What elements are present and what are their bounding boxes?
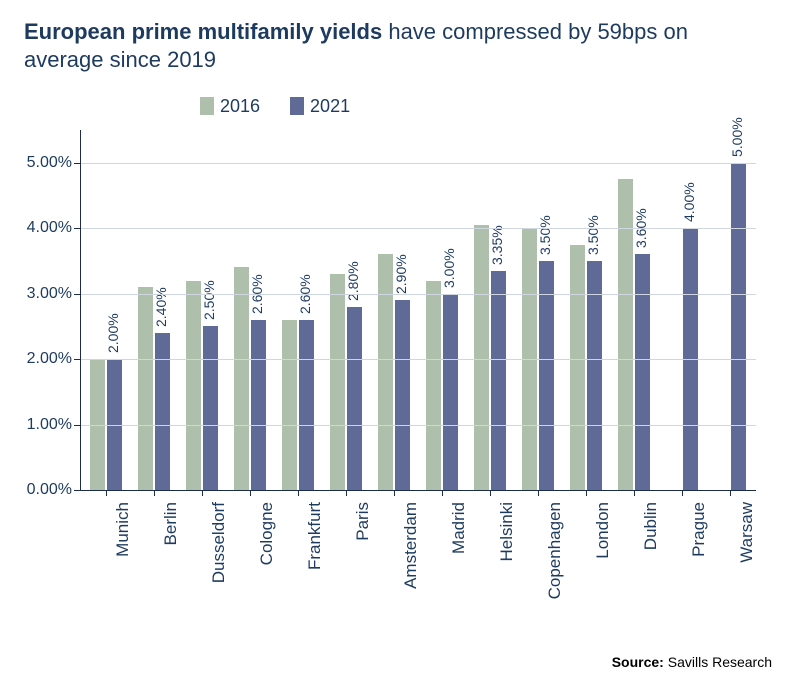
- chart-plot-area: 2.00%2.40%2.50%2.60%2.60%2.80%2.90%3.00%…: [80, 130, 756, 490]
- x-tick: [298, 490, 299, 496]
- x-tick: [634, 490, 635, 496]
- bar: [282, 320, 297, 490]
- x-tick: [682, 490, 683, 496]
- x-tick: [490, 490, 491, 496]
- x-tick: [586, 490, 587, 496]
- bar: [234, 267, 249, 490]
- y-tick-label: 0.00%: [4, 481, 72, 499]
- bar: [186, 281, 201, 490]
- legend-label: 2021: [310, 96, 350, 116]
- bar: [299, 320, 314, 490]
- x-tick: [538, 490, 539, 496]
- x-axis: [80, 490, 756, 491]
- gridline: [80, 294, 756, 295]
- bar: [378, 254, 393, 490]
- bar-value-label: 3.35%: [489, 225, 505, 265]
- x-tick-label: Cologne: [257, 502, 277, 565]
- y-axis: [80, 130, 81, 490]
- bar: [618, 179, 633, 490]
- bar: [203, 326, 218, 490]
- y-tick-label: 1.00%: [4, 416, 72, 434]
- x-tick: [730, 490, 731, 496]
- x-tick-label: Prague: [689, 502, 709, 557]
- bar-value-label: 3.50%: [585, 215, 601, 255]
- legend: 2016 2021: [200, 96, 380, 117]
- bar-value-label: 2.90%: [393, 254, 409, 294]
- x-tick-label: Munich: [113, 502, 133, 557]
- bar: [155, 333, 170, 490]
- bar: [443, 294, 458, 490]
- x-tick-label: Madrid: [449, 502, 469, 554]
- x-tick-label: Copenhagen: [545, 502, 565, 599]
- legend-item: 2021: [290, 96, 350, 117]
- x-tick-label: Dublin: [641, 502, 661, 550]
- x-tick: [202, 490, 203, 496]
- x-tick: [250, 490, 251, 496]
- source-attribution: Source: Savills Research: [612, 654, 772, 670]
- x-tick-label: London: [593, 502, 613, 559]
- chart-title: European prime multifamily yields have c…: [24, 18, 772, 73]
- y-tick-label: 3.00%: [4, 285, 72, 303]
- x-tick-label: Warsaw: [737, 502, 757, 563]
- legend-swatch: [290, 97, 304, 115]
- legend-item: 2016: [200, 96, 260, 117]
- x-tick-label: Frankfurt: [305, 502, 325, 570]
- title-bold: European prime multifamily yields: [24, 19, 382, 44]
- bar-value-label: 2.80%: [345, 261, 361, 301]
- bar-value-label: 2.00%: [105, 313, 121, 353]
- legend-swatch: [200, 97, 214, 115]
- x-tick-label: Berlin: [161, 502, 181, 545]
- chart-figure: European prime multifamily yields have c…: [0, 0, 796, 684]
- bars-layer: 2.00%2.40%2.50%2.60%2.60%2.80%2.90%3.00%…: [80, 130, 756, 490]
- bar-value-label: 2.50%: [201, 281, 217, 321]
- y-tick-label: 4.00%: [4, 219, 72, 237]
- gridline: [80, 425, 756, 426]
- x-tick: [442, 490, 443, 496]
- bar: [587, 261, 602, 490]
- bar-value-label: 3.50%: [537, 215, 553, 255]
- x-tick-label: Paris: [353, 502, 373, 541]
- x-tick-label: Helsinki: [497, 502, 517, 562]
- bar: [635, 254, 650, 490]
- bar: [395, 300, 410, 490]
- gridline: [80, 163, 756, 164]
- bar: [474, 225, 489, 490]
- bar: [731, 163, 746, 490]
- x-tick-label: Amsterdam: [401, 502, 421, 589]
- bar: [491, 271, 506, 490]
- bar-value-label: 4.00%: [681, 182, 697, 222]
- bar: [347, 307, 362, 490]
- bar: [251, 320, 266, 490]
- x-tick-label: Dusseldorf: [209, 502, 229, 583]
- x-tick: [106, 490, 107, 496]
- bar: [330, 274, 345, 490]
- x-tick: [394, 490, 395, 496]
- bar-value-label: 3.00%: [441, 248, 457, 288]
- bar: [138, 287, 153, 490]
- y-tick-label: 5.00%: [4, 154, 72, 172]
- gridline: [80, 359, 756, 360]
- source-label: Source:: [612, 654, 664, 670]
- gridline: [80, 228, 756, 229]
- bar: [539, 261, 554, 490]
- x-tick: [346, 490, 347, 496]
- legend-label: 2016: [220, 96, 260, 116]
- source-value: Savills Research: [664, 654, 772, 670]
- bar: [570, 245, 585, 490]
- y-tick-label: 2.00%: [4, 350, 72, 368]
- bar-value-label: 5.00%: [729, 117, 745, 157]
- x-tick: [154, 490, 155, 496]
- bar: [426, 281, 441, 490]
